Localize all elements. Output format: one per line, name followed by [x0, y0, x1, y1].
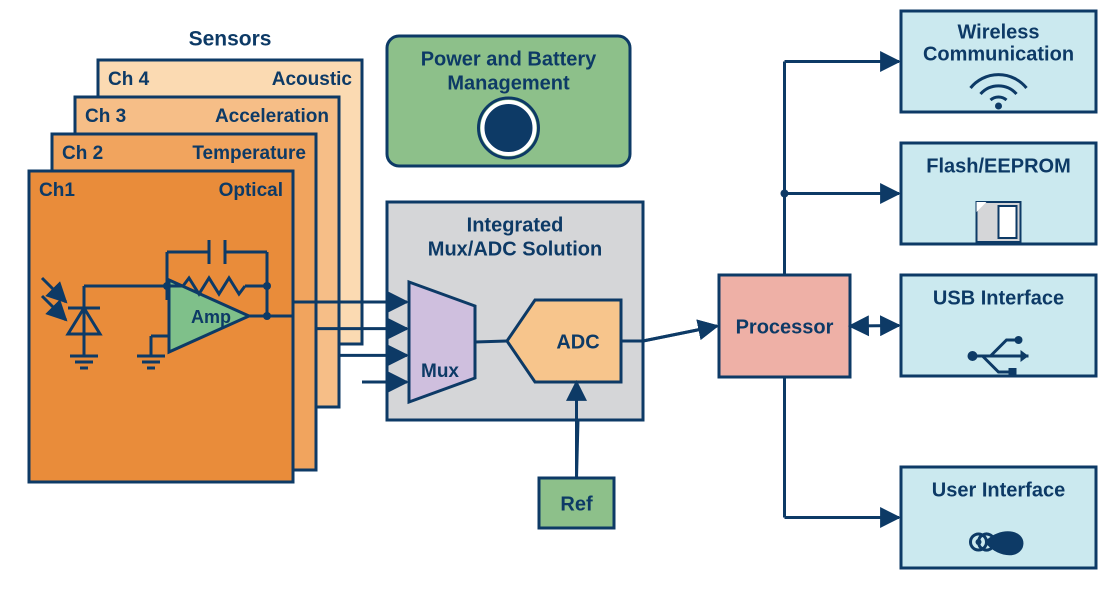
processor-block: Processor — [719, 275, 850, 377]
peripheral-usb: USB Interface — [901, 275, 1096, 376]
adc-label: ADC — [556, 331, 599, 353]
peripheral-title-1: User Interface — [932, 479, 1065, 501]
button-icon — [483, 102, 535, 154]
peripheral-ui: User Interface — [901, 467, 1096, 568]
sensor-card: Ch1 Optical — [29, 171, 293, 482]
peripheral-title-1: USB Interface — [933, 287, 1064, 309]
channel-label: Ch 4 — [108, 69, 150, 90]
peripheral-title-1: Flash/EEPROM — [926, 155, 1070, 177]
sensors-group: Sensors Ch 4 Acoustic Ch 3 Acceleration Ch 2 T… — [29, 28, 362, 482]
muxadc-title-1: Integrated — [467, 214, 564, 236]
muxadc-title-2: Mux/ADC Solution — [428, 238, 602, 260]
sensor-type: Temperature — [192, 143, 306, 164]
channel-label: Ch 3 — [85, 106, 126, 127]
channel-label: Ch1 — [39, 180, 75, 201]
power-title-2: Management — [447, 72, 570, 94]
peripheral-wireless: WirelessCommunication — [901, 11, 1096, 112]
sensors-title: Sensors — [189, 28, 272, 51]
processor-label: Processor — [736, 316, 834, 338]
power-block: Power and BatteryManagement — [387, 36, 630, 166]
amp-label: Amp — [191, 307, 231, 327]
block-diagram: Sensors Ch 4 Acoustic Ch 3 Acceleration Ch 2 T… — [0, 0, 1109, 597]
peripheral-title-2: Communication — [923, 43, 1074, 65]
power-title-1: Power and Battery — [421, 48, 597, 70]
peripheral-title-1: Wireless — [957, 21, 1039, 43]
mux-label: Mux — [421, 361, 459, 382]
sensor-type: Optical — [219, 180, 283, 201]
channel-label: Ch 2 — [62, 143, 103, 164]
peripheral-flash: Flash/EEPROM — [901, 143, 1096, 244]
mux-adc-block: IntegratedMux/ADC Solution Mux ADC — [387, 202, 643, 420]
sensor-type: Acoustic — [272, 69, 353, 90]
ref-label: Ref — [560, 493, 593, 515]
sensor-type: Acceleration — [215, 106, 329, 127]
